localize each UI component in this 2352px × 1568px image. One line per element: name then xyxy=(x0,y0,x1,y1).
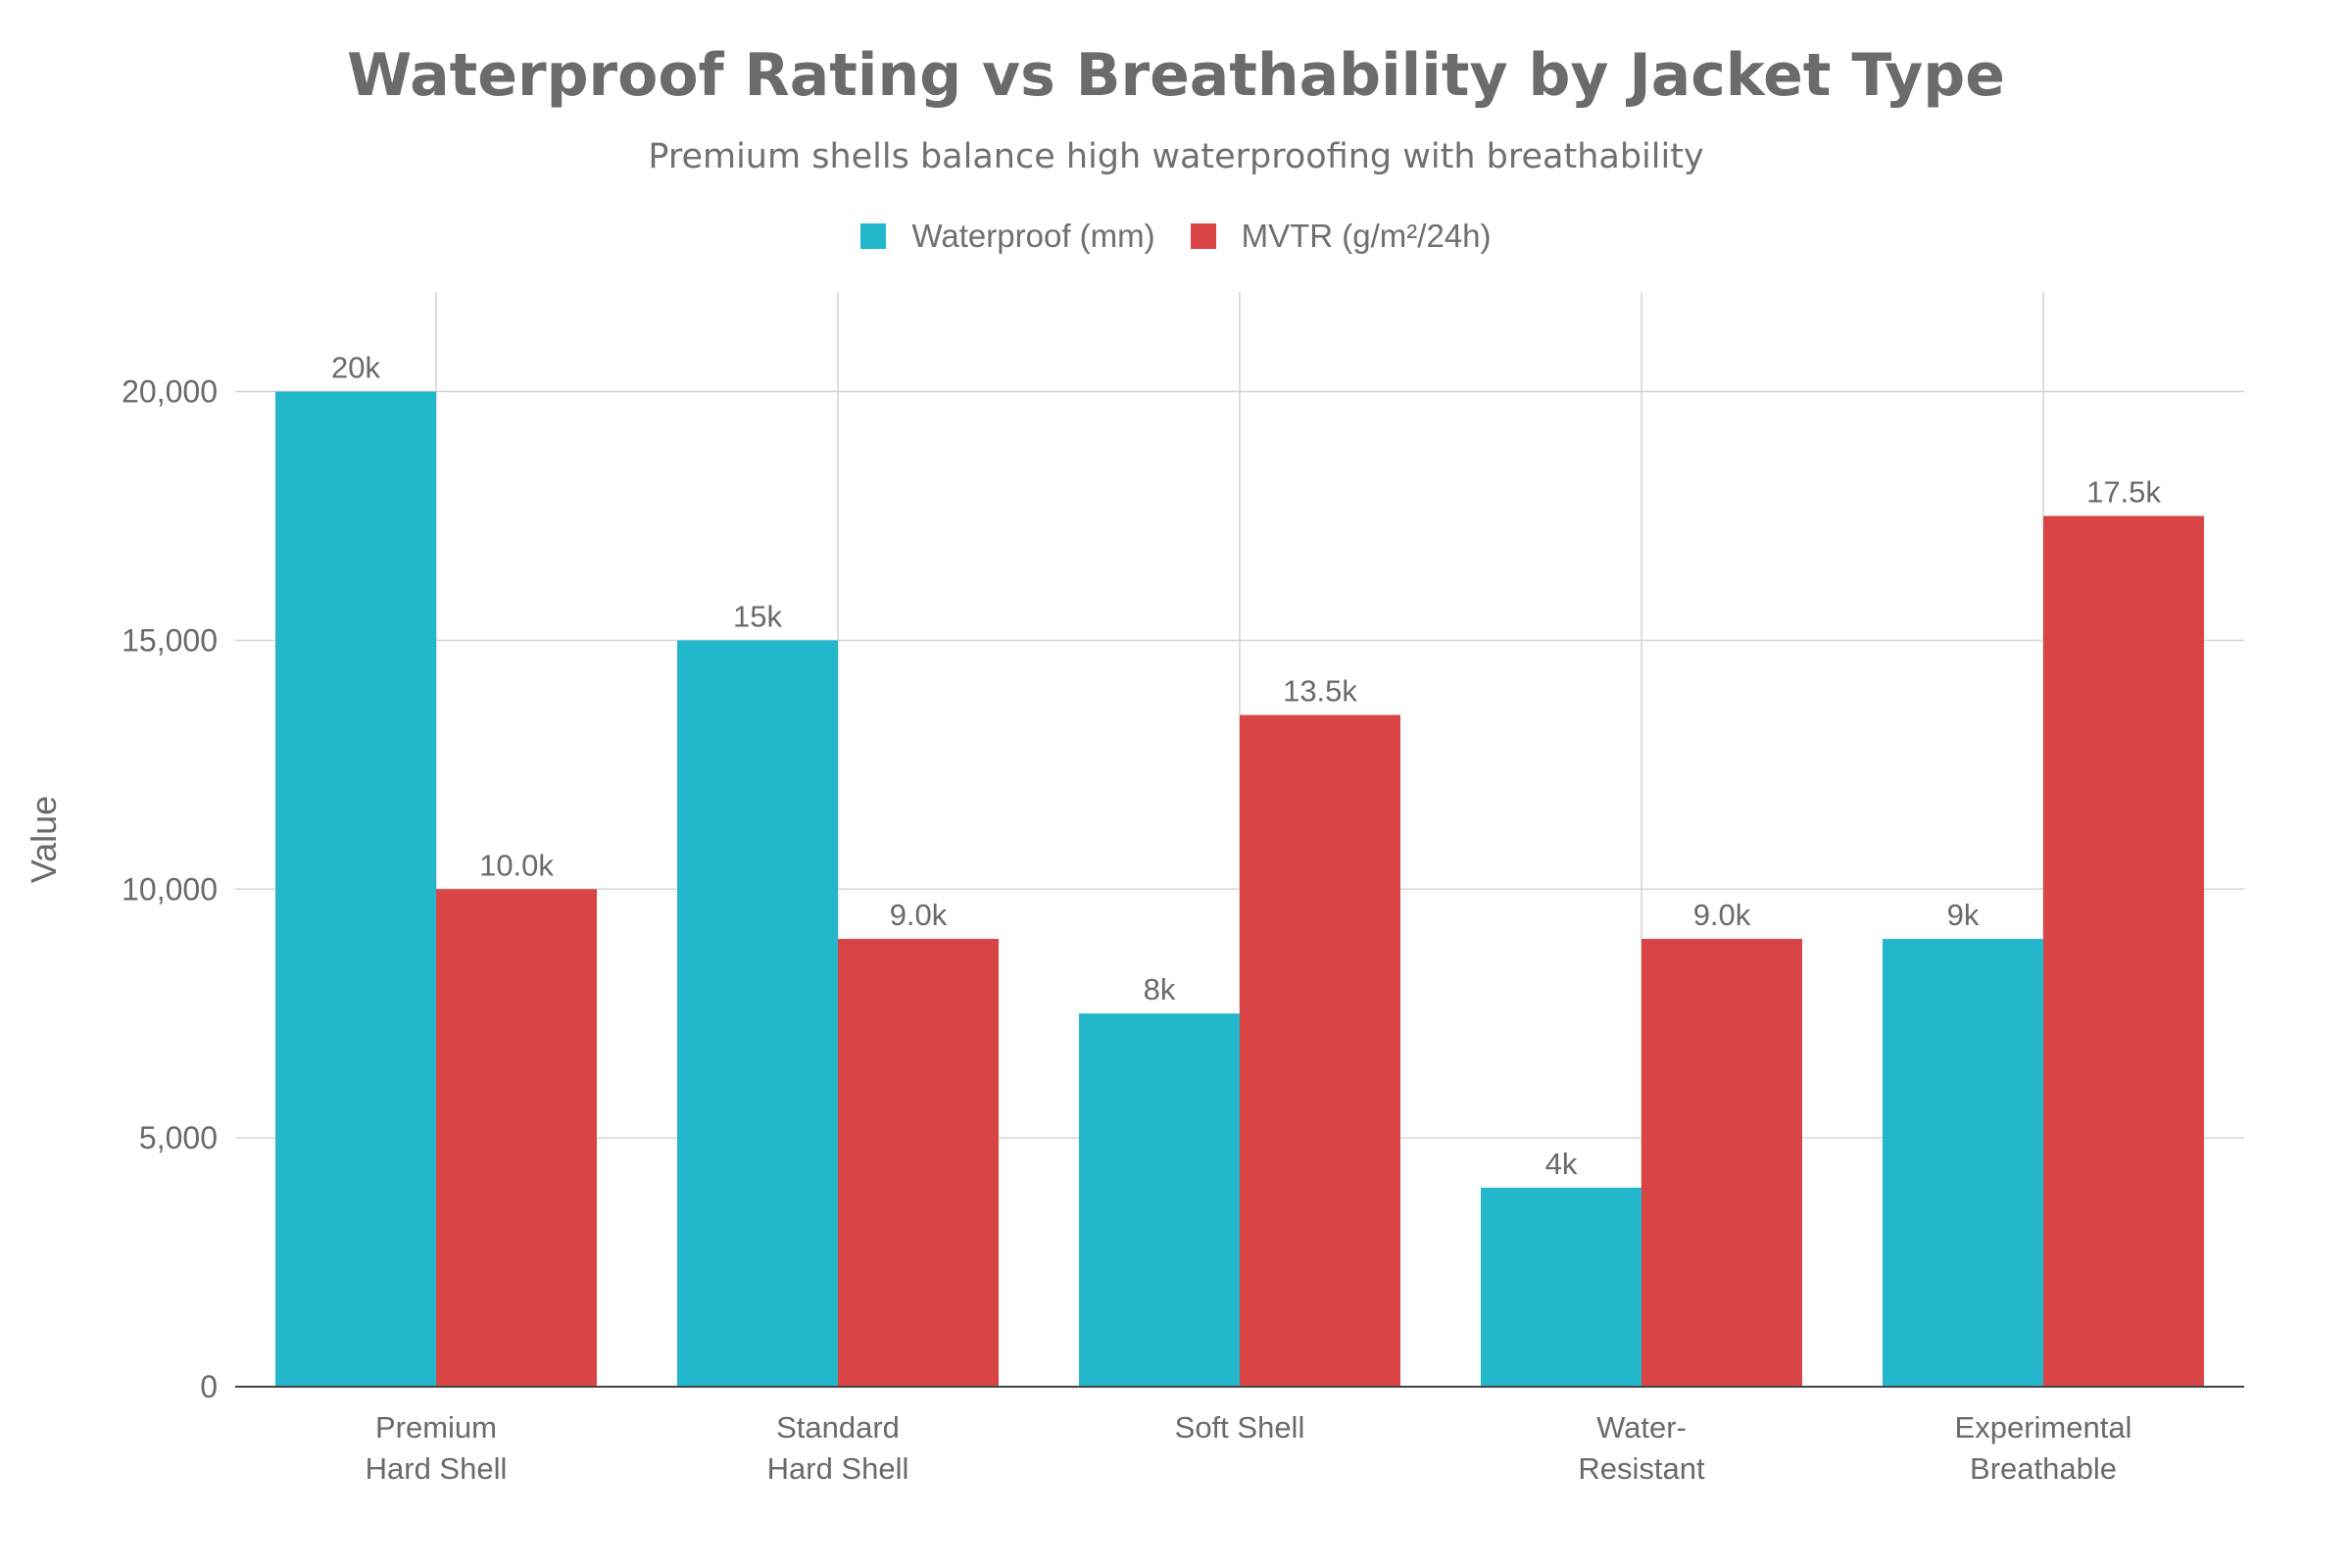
bar-mvtr xyxy=(2043,515,2204,1387)
bars-layer xyxy=(275,391,2204,1388)
data-label: 4k xyxy=(1545,1147,1578,1181)
bar-mvtr xyxy=(436,889,597,1387)
x-tick-label: Water- xyxy=(1596,1410,1687,1445)
bar-waterproof xyxy=(275,391,436,1388)
bar-waterproof xyxy=(677,640,838,1387)
x-tick-label: Resistant xyxy=(1578,1451,1705,1486)
legend: Waterproof (mm) MVTR (g/m²/24h) xyxy=(0,218,2352,255)
y-tick-label: 15,000 xyxy=(122,622,218,658)
bar-waterproof xyxy=(1079,1013,1240,1387)
legend-swatch-waterproof xyxy=(860,223,887,249)
data-label: 9k xyxy=(1947,898,1980,932)
x-tick-label: Breathable xyxy=(1970,1451,2117,1486)
data-label: 8k xyxy=(1144,972,1176,1006)
chart-subtitle: Premium shells balance high waterproofin… xyxy=(648,137,1704,176)
y-tick-label: 5,000 xyxy=(139,1120,218,1155)
legend-swatch-mvtr xyxy=(1190,223,1216,249)
data-label: 13.5k xyxy=(1283,674,1357,709)
data-label: 15k xyxy=(733,599,782,633)
data-label: 17.5k xyxy=(2086,474,2161,509)
bar-mvtr xyxy=(838,939,999,1387)
y-tick-label: 10,000 xyxy=(122,871,218,906)
y-axis-title: Value xyxy=(24,796,64,883)
x-tick-label: Hard Shell xyxy=(366,1451,508,1486)
x-tick-label: Hard Shell xyxy=(767,1451,909,1486)
data-label: 9.0k xyxy=(890,898,948,932)
data-labels-layer: 20k 15k 8k 4k 9k 10.0k 9.0k 13.5k 9.0k 17.5k xyxy=(331,351,2161,1181)
chart-title: Waterproof Rating vs Breathability by Ja… xyxy=(347,41,2005,110)
data-label: 20k xyxy=(331,351,380,385)
legend-label-waterproof: Waterproof (mm) xyxy=(911,218,1155,254)
x-tick-label: Standard xyxy=(776,1410,900,1445)
y-tick-label: 0 xyxy=(200,1369,218,1404)
legend-item-waterproof[interactable]: Waterproof (mm) xyxy=(860,218,1155,255)
data-label: 9.0k xyxy=(1693,898,1751,932)
legend-label-mvtr: MVTR (g/m²/24h) xyxy=(1241,218,1492,254)
x-tick-label: Soft Shell xyxy=(1175,1410,1305,1445)
x-tick-label: Experimental xyxy=(1955,1410,2132,1445)
bar-mvtr xyxy=(1240,714,1400,1387)
x-tick-label: Premium xyxy=(375,1410,497,1445)
y-tick-label: 20,000 xyxy=(122,374,218,410)
axis-layer: 0 5,000 10,000 15,000 20,000 Premium Hard Shel… xyxy=(24,374,2244,1486)
bar-mvtr xyxy=(1642,939,1802,1387)
bar-waterproof xyxy=(1883,939,2043,1387)
legend-item-mvtr[interactable]: MVTR (g/m²/24h) xyxy=(1190,218,1492,255)
bar-waterproof xyxy=(1481,1187,1642,1387)
data-label: 10.0k xyxy=(479,848,554,882)
